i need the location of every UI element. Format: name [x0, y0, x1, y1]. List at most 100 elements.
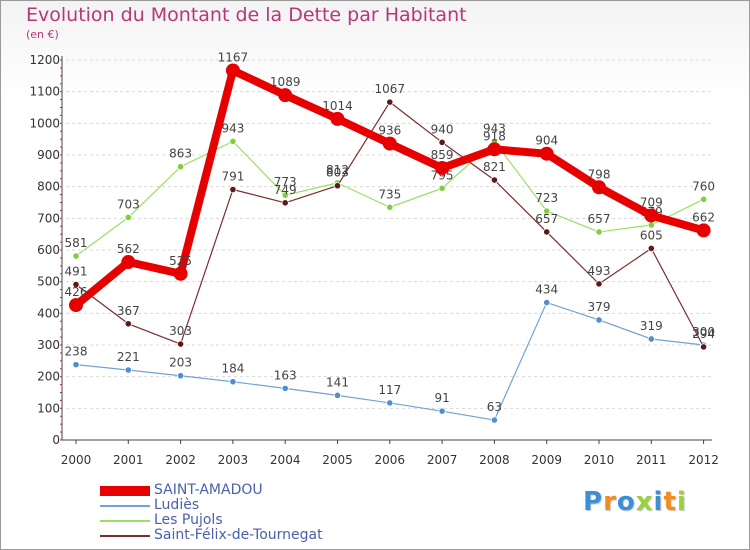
y-tick-label: 300 — [37, 338, 60, 352]
data-point — [595, 228, 603, 236]
legend-label: Ludiès — [154, 497, 200, 513]
legend-label: Les Pujols — [154, 512, 223, 528]
data-point — [438, 138, 446, 146]
x-tick-label: 2006 — [375, 453, 406, 467]
data-point — [330, 111, 345, 126]
x-tick-label: 2010 — [584, 453, 615, 467]
data-label: 723 — [535, 191, 558, 205]
data-label: 798 — [588, 167, 611, 181]
data-label: 703 — [117, 197, 140, 211]
data-label: 760 — [692, 179, 715, 193]
data-label: 662 — [692, 210, 715, 224]
data-label: 821 — [483, 160, 506, 174]
data-point — [177, 340, 185, 348]
x-tick-label: 2009 — [531, 453, 562, 467]
data-label: 940 — [431, 122, 454, 136]
logo-letter: t — [663, 487, 677, 517]
data-label: 367 — [117, 304, 140, 318]
data-point — [438, 184, 446, 192]
data-point — [699, 343, 708, 351]
data-label: 803 — [326, 166, 349, 180]
data-label: 491 — [65, 265, 88, 279]
data-label: 859 — [431, 148, 454, 162]
data-point — [647, 335, 655, 343]
data-label: 163 — [274, 368, 297, 382]
data-label: 1167 — [218, 50, 249, 64]
legend-swatch — [100, 535, 150, 537]
y-tick-label: 1000 — [29, 116, 60, 130]
data-label: 904 — [535, 134, 558, 148]
data-label: 1067 — [375, 82, 406, 96]
data-label: 562 — [117, 242, 140, 256]
data-label: 203 — [169, 356, 192, 370]
data-label: 657 — [535, 212, 558, 226]
y-tick-label: 1200 — [29, 53, 60, 67]
data-point — [333, 182, 342, 190]
data-point — [386, 399, 394, 407]
data-point — [229, 378, 237, 386]
data-point — [487, 142, 502, 157]
data-point — [490, 416, 498, 424]
data-point — [124, 320, 132, 328]
data-label: 863 — [169, 147, 192, 161]
x-tick-label: 2011 — [636, 453, 667, 467]
data-point — [438, 407, 446, 415]
data-label: 493 — [588, 264, 611, 278]
data-label: 63 — [487, 400, 502, 414]
data-point — [173, 266, 188, 281]
legend-label: Saint-Félix-de-Tournegat — [154, 527, 323, 543]
data-point — [592, 180, 606, 195]
y-tick-label: 700 — [37, 211, 60, 225]
series-3: 491 367 303 791 749 803 1067 940 821 657 493 605 294 — [65, 82, 715, 351]
data-point — [644, 208, 659, 223]
y-tick-label: 200 — [37, 370, 60, 384]
data-label: 91 — [434, 391, 449, 405]
data-label: 709 — [640, 195, 663, 209]
y-tick-label: 1100 — [29, 85, 60, 99]
y-tick-label: 400 — [37, 306, 60, 320]
data-point — [386, 203, 394, 211]
chart-title: Evolution du Montant de la Dette par Hab… — [26, 4, 467, 26]
logo-letter: i — [653, 487, 664, 517]
y-tick-label: 0 — [52, 433, 60, 447]
data-label: 238 — [65, 345, 88, 359]
data-point — [382, 136, 397, 151]
data-label: 735 — [378, 187, 401, 201]
logo-letter: P — [583, 487, 604, 517]
data-label: 434 — [535, 283, 558, 297]
data-label: 184 — [221, 362, 244, 376]
data-label: 605 — [640, 228, 663, 242]
data-point — [69, 298, 83, 313]
data-label: 943 — [221, 121, 244, 135]
x-tick-label: 2007 — [427, 453, 458, 467]
data-label: 773 — [274, 175, 297, 189]
data-label: 303 — [169, 324, 192, 338]
x-tick-label: 2005 — [322, 453, 353, 467]
legend-swatch — [100, 486, 150, 496]
data-point — [543, 298, 551, 307]
legend-swatch — [100, 520, 150, 522]
data-point — [647, 221, 655, 229]
data-point — [72, 361, 80, 369]
data-point — [490, 176, 498, 184]
data-point — [177, 372, 185, 380]
logo-letter: r — [603, 487, 617, 517]
x-tick-label: 2003 — [218, 453, 249, 467]
x-tick-label: 2012 — [688, 453, 719, 467]
data-label: 657 — [588, 212, 611, 226]
x-tick-label: 2004 — [270, 453, 301, 467]
data-point — [229, 185, 237, 194]
y-tick-label: 800 — [37, 180, 60, 194]
data-point — [229, 137, 237, 145]
data-label: 1089 — [270, 75, 301, 89]
data-label: 943 — [483, 121, 506, 135]
data-label: 791 — [221, 170, 244, 184]
y-tick-label: 600 — [37, 243, 60, 257]
data-point — [177, 163, 185, 171]
data-label: 581 — [65, 236, 88, 250]
y-tick-label: 100 — [37, 401, 60, 415]
data-point — [595, 280, 603, 288]
data-label: 117 — [378, 383, 401, 397]
